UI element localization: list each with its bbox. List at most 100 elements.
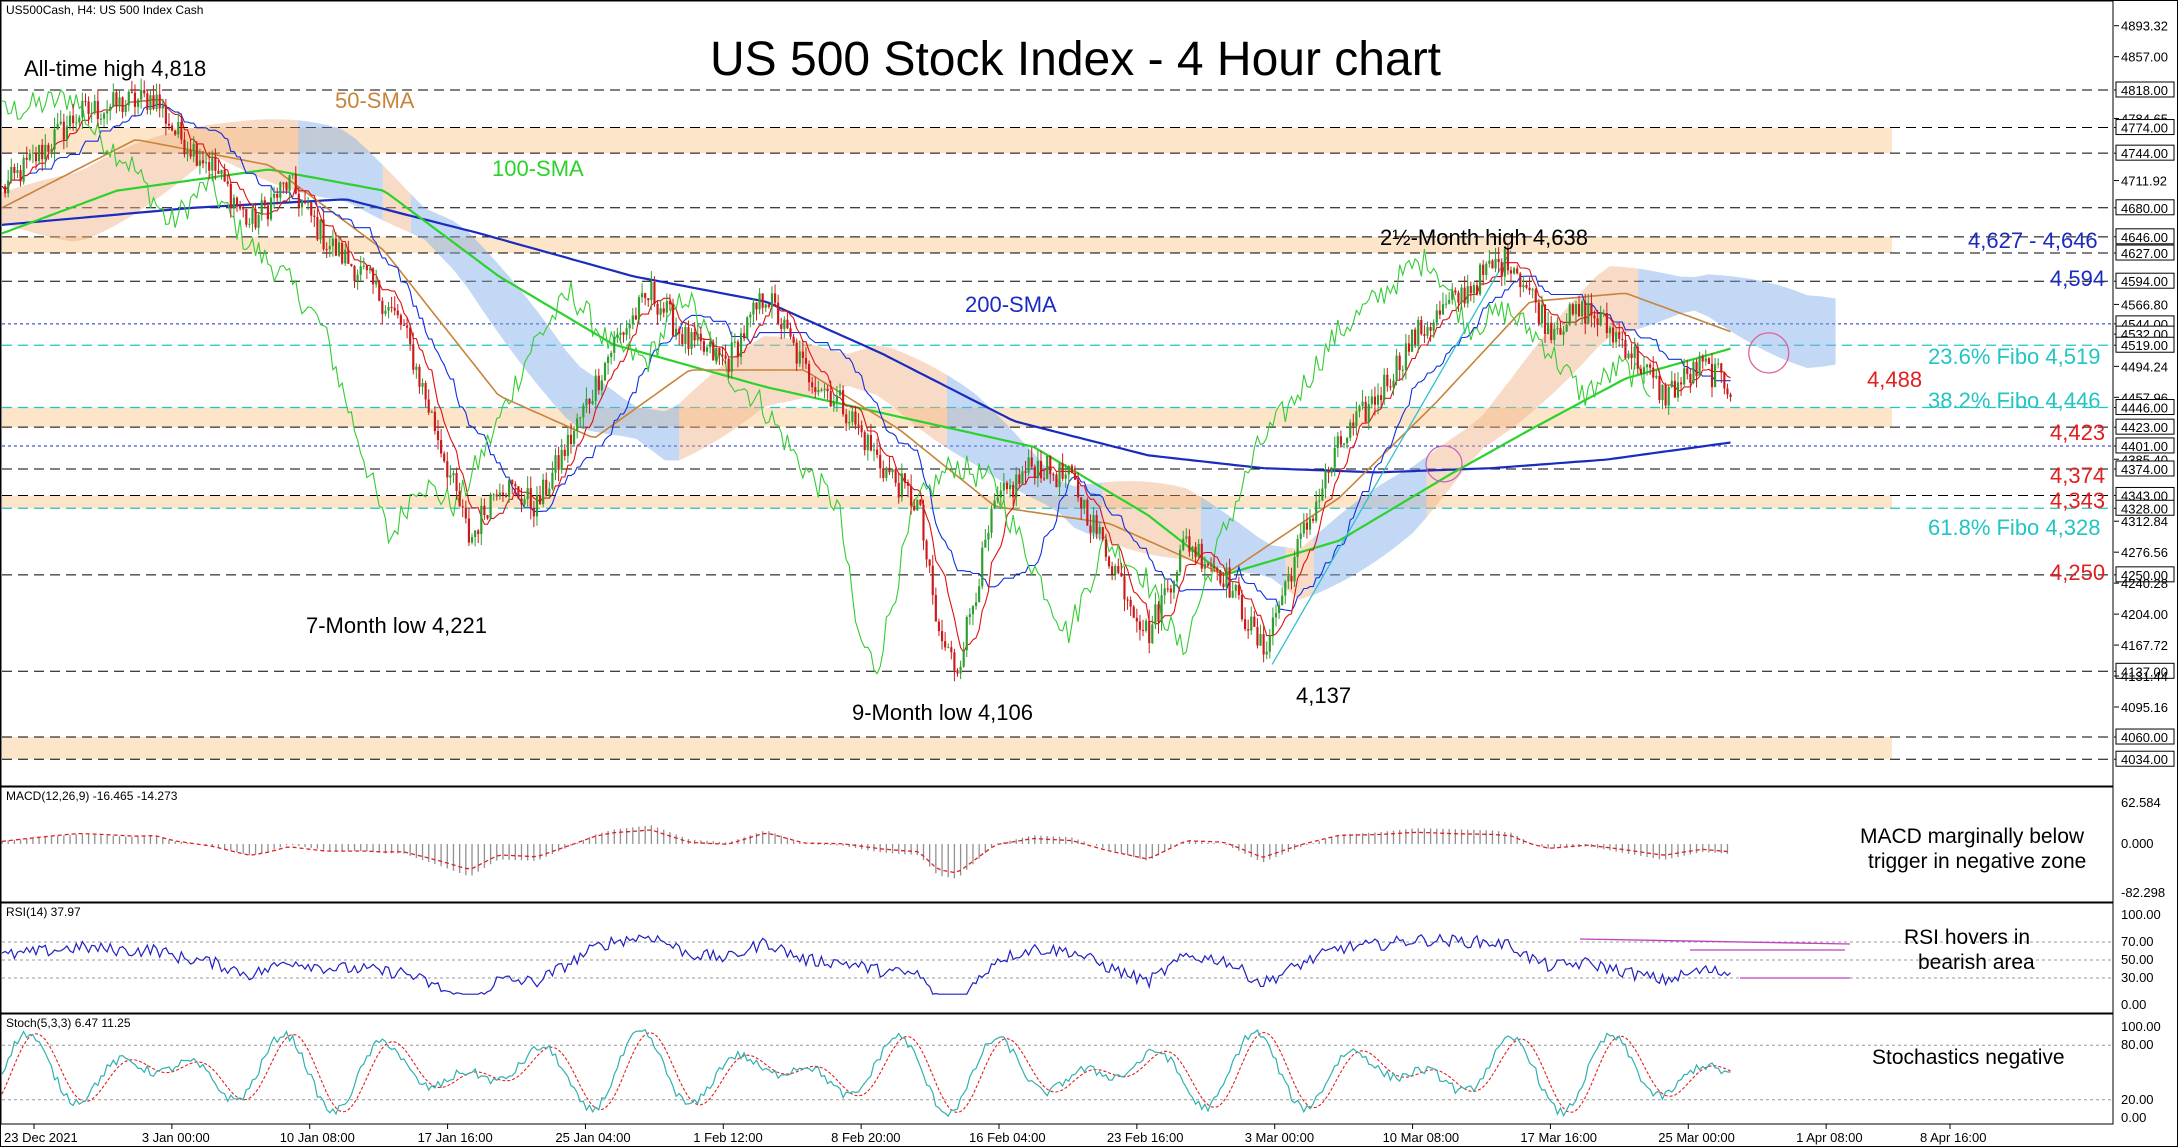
candle (242, 203, 245, 218)
candle (1284, 579, 1287, 604)
candle (251, 203, 254, 232)
candle-body (1129, 599, 1132, 607)
candle (402, 319, 406, 327)
candle-body (214, 156, 217, 171)
candle-body (1602, 313, 1605, 315)
candle-body (1417, 319, 1420, 345)
candle (709, 331, 712, 354)
candle-body (1599, 313, 1602, 326)
candle (344, 244, 347, 266)
candle-body (47, 144, 50, 152)
candle-body (356, 274, 359, 282)
candle-body (758, 293, 761, 310)
candle (127, 89, 130, 112)
candle (1163, 576, 1166, 605)
candle-body (1509, 270, 1513, 274)
candle (489, 492, 492, 521)
candle (28, 149, 31, 162)
candle (62, 113, 65, 150)
candle-body (1080, 497, 1083, 509)
candle-body (133, 92, 137, 107)
candle (1714, 357, 1717, 388)
candle-body (1683, 368, 1686, 385)
candlesticks (4, 78, 1732, 682)
candle (285, 181, 288, 195)
candle (758, 288, 761, 315)
kijun-line (1, 103, 1731, 612)
candle (1046, 455, 1049, 480)
candle-body (838, 390, 842, 396)
candle-body (359, 266, 362, 275)
candle-body (665, 301, 668, 313)
candle-body (718, 348, 721, 355)
candle (300, 199, 304, 216)
candle-body (75, 122, 78, 124)
stoch-k-line (1, 1029, 1731, 1118)
candle-body (582, 405, 585, 418)
candle (464, 500, 467, 524)
candle (232, 194, 235, 219)
candle (1618, 322, 1621, 347)
candle (1132, 605, 1135, 619)
candle (1454, 287, 1457, 296)
candle (136, 98, 140, 115)
candle (922, 499, 925, 550)
candle (1005, 480, 1009, 495)
cloud-segment (1257, 536, 1272, 579)
cloud-segment (1102, 481, 1117, 546)
candle (937, 618, 941, 637)
candle (603, 361, 607, 381)
candle (795, 338, 798, 372)
candle (170, 122, 174, 132)
cloud-segment (904, 353, 919, 429)
candle-body (1466, 286, 1469, 304)
candle (1083, 499, 1086, 515)
candle-body (876, 449, 879, 455)
rsi-axis-label: 30.00 (2121, 970, 2154, 985)
candle-body (1441, 304, 1445, 315)
candle-body (1581, 301, 1584, 317)
candle (436, 419, 440, 450)
candle-body (931, 565, 934, 596)
candle (953, 648, 956, 682)
candle (121, 96, 124, 119)
candle-body (974, 602, 978, 607)
candle (446, 451, 449, 489)
time-axis-label: 25 Mar 00:00 (1658, 1130, 1735, 1145)
candle (1488, 250, 1491, 268)
candle (675, 317, 678, 340)
candle (1367, 395, 1370, 430)
candle (226, 174, 229, 187)
candle-body (968, 614, 971, 617)
candle (913, 499, 916, 512)
price-axis-label: 4401.00 (2121, 439, 2168, 454)
candle-body (579, 417, 582, 419)
candle-body (560, 449, 563, 470)
candle-body (344, 249, 347, 264)
candle-body (1067, 465, 1070, 475)
cloud-segment (1299, 537, 1314, 600)
candle (891, 468, 894, 479)
candle-body (427, 399, 430, 413)
candle-body (177, 121, 180, 135)
candle (848, 410, 851, 431)
nine-month-low-label: 9-Month low 4,106 (852, 700, 1033, 725)
candle (996, 486, 999, 504)
time-axis-label: 16 Feb 04:00 (969, 1130, 1046, 1145)
candle-body (19, 170, 22, 182)
candle-body (903, 473, 907, 483)
candle-body (1318, 500, 1321, 502)
candle-body (1234, 585, 1237, 591)
candle (863, 430, 866, 456)
candle (195, 141, 198, 167)
cloud-segment (439, 214, 454, 270)
candle-body (375, 280, 378, 285)
candle-body (944, 641, 947, 648)
candle (1683, 358, 1686, 387)
candle-body (863, 432, 866, 451)
candle-body (84, 100, 87, 102)
candle (1404, 333, 1407, 380)
candle (665, 293, 668, 322)
candle-body (106, 111, 109, 114)
sma200-label: 200-SMA (965, 292, 1057, 317)
